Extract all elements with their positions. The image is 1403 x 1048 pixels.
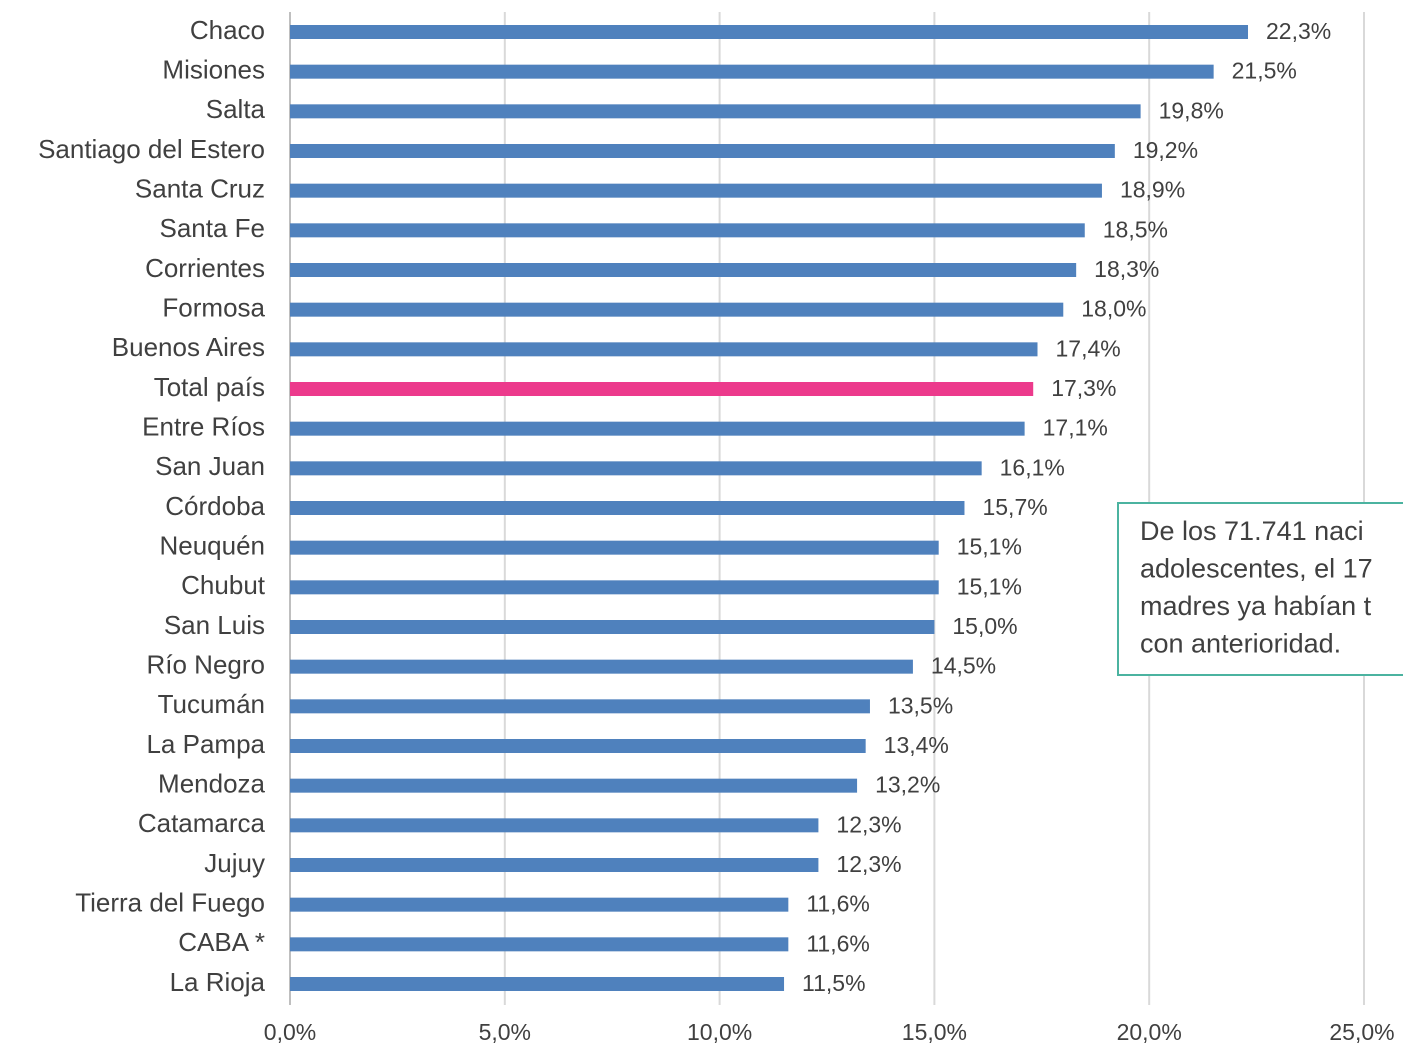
bar: [290, 540, 939, 555]
bar: [290, 659, 913, 674]
annotation-text: con anterioridad.: [1140, 629, 1341, 659]
bar: [290, 699, 870, 714]
bar: [290, 342, 1038, 357]
bar: [290, 144, 1115, 158]
y-tick-label: Córdoba: [165, 491, 265, 521]
y-tick-label: Tucumán: [158, 689, 265, 719]
value-label: 11,6%: [806, 891, 870, 917]
y-tick-label: La Pampa: [146, 729, 265, 759]
y-tick-label: Salta: [206, 94, 266, 124]
y-tick-label: Neuquén: [159, 531, 265, 561]
value-label: 22,3%: [1266, 18, 1331, 44]
value-label: 17,1%: [1043, 415, 1108, 441]
bar: [290, 382, 1034, 396]
y-tick-label: Formosa: [162, 293, 265, 323]
bar: [290, 818, 819, 833]
value-label: 18,5%: [1103, 216, 1168, 242]
y-tick-label: Total país: [154, 372, 265, 402]
value-label: 18,0%: [1081, 296, 1146, 322]
y-tick-label: Santa Fe: [159, 213, 265, 243]
y-tick-label: Río Negro: [147, 650, 266, 680]
value-label: 15,1%: [957, 534, 1022, 560]
x-tick-label: 20,0%: [1117, 1019, 1182, 1045]
value-label: 11,6%: [806, 930, 870, 956]
value-label: 18,3%: [1094, 256, 1159, 282]
value-label: 12,3%: [836, 851, 901, 877]
value-label: 13,2%: [875, 772, 940, 798]
bar: [290, 937, 789, 952]
y-tick-label: La Rioja: [170, 967, 266, 997]
bar: [290, 897, 789, 912]
y-tick-label: Tierra del Fuego: [75, 888, 265, 918]
bar: [290, 461, 982, 476]
y-tick-label: Chubut: [181, 570, 266, 600]
y-tick-label: CABA *: [178, 927, 265, 957]
y-tick-label: Mendoza: [158, 769, 265, 799]
y-tick-label: Buenos Aires: [112, 332, 265, 362]
y-tick-label: San Luis: [164, 610, 265, 640]
x-tick-label: 5,0%: [479, 1019, 531, 1045]
bar: [290, 64, 1214, 79]
bar: [290, 739, 866, 753]
bar: [290, 778, 858, 793]
x-tick-label: 0,0%: [264, 1019, 316, 1045]
value-label: 17,4%: [1056, 335, 1121, 361]
y-tick-label: Chaco: [190, 15, 265, 45]
bar: [290, 421, 1025, 436]
value-label: 19,2%: [1133, 137, 1198, 163]
x-tick-label: 10,0%: [687, 1019, 752, 1045]
y-tick-label: Jujuy: [204, 848, 265, 878]
bar: [290, 183, 1102, 198]
value-label: 21,5%: [1232, 58, 1297, 84]
bar: [290, 501, 965, 515]
y-tick-label: Corrientes: [145, 253, 265, 283]
bar: [290, 620, 935, 634]
y-tick-label: Misiones: [162, 55, 265, 85]
bar: [290, 302, 1064, 317]
bar: [290, 223, 1085, 238]
value-label: 11,5%: [802, 970, 866, 996]
value-label: 15,1%: [957, 573, 1022, 599]
bar: [290, 263, 1077, 277]
value-label: 13,5%: [888, 692, 953, 718]
y-tick-label: San Juan: [155, 451, 265, 481]
bar: [290, 580, 939, 595]
value-label: 14,5%: [931, 653, 996, 679]
y-tick-label: Santa Cruz: [135, 174, 265, 204]
value-label: 13,4%: [884, 732, 949, 758]
value-label: 19,8%: [1159, 97, 1224, 123]
value-label: 18,9%: [1120, 177, 1185, 203]
annotation-text: madres ya habían t: [1140, 591, 1372, 621]
x-tick-label: 25,0%: [1329, 1019, 1394, 1045]
x-tick-label: 15,0%: [902, 1019, 967, 1045]
y-tick-label: Santiago del Estero: [38, 134, 265, 164]
bar: [290, 25, 1249, 39]
value-label: 17,3%: [1051, 375, 1116, 401]
annotation-text: De los 71.741 naci: [1140, 516, 1364, 546]
value-label: 16,1%: [1000, 454, 1065, 480]
value-label: 12,3%: [836, 811, 901, 837]
annotation-text: adolescentes, el 17: [1140, 554, 1373, 584]
bar: [290, 104, 1141, 119]
bar: [290, 977, 785, 991]
bar: [290, 858, 819, 872]
y-tick-label: Catamarca: [138, 808, 266, 838]
value-label: 15,0%: [952, 613, 1017, 639]
y-tick-label: Entre Ríos: [142, 412, 265, 442]
annotation-box: [1117, 502, 1403, 676]
value-label: 15,7%: [982, 494, 1047, 520]
